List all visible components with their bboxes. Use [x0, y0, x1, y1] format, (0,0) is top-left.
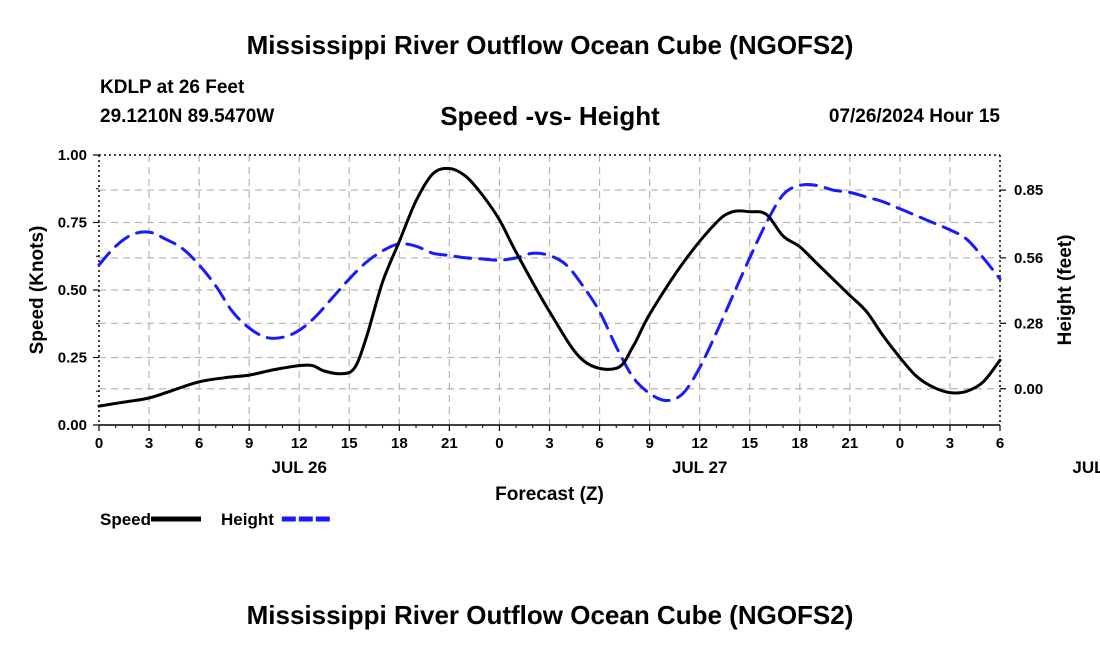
series-line-height: [97, 182, 1002, 402]
x-tick-label: 3: [545, 435, 553, 452]
x-tick-label: 21: [441, 435, 458, 452]
date-label: JUL 27: [672, 458, 727, 477]
date-label: JUL 26: [271, 458, 326, 477]
x-tick-label: 0: [896, 435, 904, 452]
x-tick-label: 3: [145, 435, 153, 452]
y-tick-label: 0.25: [58, 350, 87, 367]
x-tick-label: 0: [95, 435, 103, 452]
axis-labels: 0 3 6 9 12 15 18 21 0 3 6 9 12 15 18 21 0 3 6 JUL 26 JUL 27 J…: [27, 147, 1100, 505]
y-axis-title: Speed (Knots): [27, 226, 48, 355]
x-tick-label: 9: [645, 435, 653, 452]
y2-tick-label: 0.00: [1014, 381, 1043, 398]
y-tick-label: 0.00: [58, 417, 87, 434]
axes: [93, 154, 1006, 431]
forecast-datestamp: 07/26/2024 Hour 15: [828, 106, 1000, 127]
y-tick-label: 0.50: [58, 282, 87, 299]
y-tick-label: 0.75: [58, 215, 87, 232]
x-tick-label: 0: [495, 435, 503, 452]
y2-tick-label: 0.28: [1014, 315, 1043, 332]
legend-label-height: Height: [221, 510, 274, 529]
station-coordinates: 29.1210N 89.5470W: [100, 106, 275, 127]
x-tick-label: 6: [996, 435, 1004, 452]
legend-label-speed: Speed: [100, 510, 151, 529]
x-tick-label: 6: [595, 435, 603, 452]
x-tick-label: 15: [741, 435, 758, 452]
station-label: KDLP at 26 Feet: [100, 77, 245, 98]
x-tick-label: 6: [195, 435, 203, 452]
x-tick-label: 15: [341, 435, 358, 452]
x-tick-label: 18: [391, 435, 408, 452]
series: [97, 166, 1002, 408]
chart-title: Mississippi River Outflow Ocean Cube (NG…: [246, 30, 854, 60]
x-tick-label: 9: [245, 435, 253, 452]
date-label: JUL 28: [1072, 458, 1100, 477]
x-tick-label: 12: [291, 435, 308, 452]
grid: [99, 155, 1000, 425]
chart-subtitle: Speed -vs- Height: [440, 101, 660, 131]
y2-tick-label: 0.85: [1014, 182, 1043, 199]
y2-axis-title: Height (feet): [1055, 235, 1076, 346]
x-tick-label: 18: [791, 435, 808, 452]
legend: Speed Height: [100, 510, 332, 529]
x-tick-label: 12: [691, 435, 708, 452]
x-tick-label: 21: [841, 435, 858, 452]
y-tick-label: 1.00: [58, 147, 87, 164]
series-line-speed: [97, 166, 1002, 408]
x-axis-title: Forecast (Z): [495, 484, 604, 505]
x-tick-label: 3: [946, 435, 954, 452]
chart-title-repeat: Mississippi River Outflow Ocean Cube (NG…: [246, 600, 854, 630]
y2-tick-label: 0.56: [1014, 250, 1043, 267]
